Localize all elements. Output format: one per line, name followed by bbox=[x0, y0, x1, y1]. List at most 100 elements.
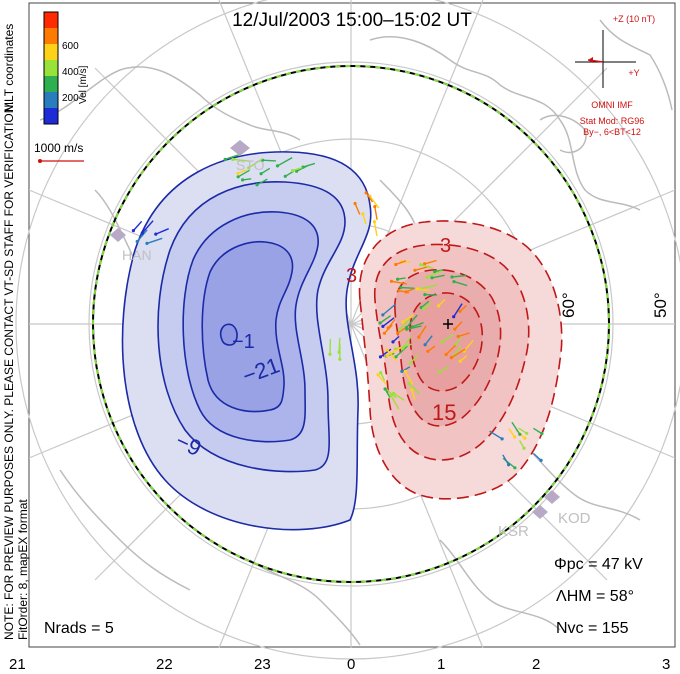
velocity-vector-origin bbox=[523, 436, 527, 440]
velocity-vector bbox=[533, 427, 543, 435]
contour-label: 3 bbox=[346, 265, 357, 287]
velocity-vectors bbox=[131, 154, 544, 470]
velocity-vector bbox=[441, 333, 454, 343]
velocity-vector-origin bbox=[381, 324, 385, 328]
velocity-vector-origin bbox=[450, 275, 454, 279]
velocity-vector-origin bbox=[433, 270, 437, 274]
velocity-vector-origin bbox=[389, 393, 393, 397]
radar-site-sto: STO bbox=[230, 140, 265, 173]
velocity-vector bbox=[382, 303, 396, 316]
velocity-vector bbox=[457, 332, 470, 338]
velocity-vector bbox=[354, 203, 361, 215]
velocity-vector bbox=[379, 315, 391, 324]
velocity-vector bbox=[420, 264, 434, 269]
coastline bbox=[559, 119, 641, 211]
velocity-vector-origin bbox=[385, 348, 389, 352]
velocity-vector-origin bbox=[383, 387, 387, 391]
velocity-vector-origin bbox=[513, 435, 517, 439]
velocity-vector-origin bbox=[328, 352, 332, 356]
colorbar-cells bbox=[44, 12, 58, 125]
radar-marker-icon bbox=[230, 140, 250, 156]
velocity-vector bbox=[406, 325, 422, 330]
colorbar-tick-label: 600 bbox=[62, 41, 79, 52]
velocity-vector bbox=[424, 293, 438, 296]
velocity-vector-origin bbox=[425, 275, 429, 279]
velocity-vector bbox=[399, 318, 411, 330]
mlt-tick-label: 2 bbox=[532, 656, 540, 673]
velocity-vector bbox=[454, 321, 463, 330]
velocity-vector bbox=[380, 348, 392, 358]
velocity-vector-origin bbox=[223, 157, 227, 161]
velocity-vector bbox=[453, 345, 462, 356]
velocity-vector bbox=[489, 430, 503, 440]
velocity-vector-origin bbox=[385, 354, 389, 358]
velocity-vector-origin bbox=[444, 352, 448, 357]
velocity-vector bbox=[417, 288, 430, 292]
mlt-tick-label: 0 bbox=[347, 656, 355, 673]
imf-indicator: +Z (10 nT) +Y OMNI IMF Stat Mod: RG96 By… bbox=[575, 14, 655, 137]
velocity-vector bbox=[408, 383, 420, 395]
velocity-vector-origin bbox=[373, 205, 377, 209]
velocity-vector-origin bbox=[154, 232, 158, 236]
latitude-label-50: 50° bbox=[651, 292, 670, 318]
stat-n-vc: Nvc = 155 bbox=[556, 620, 629, 637]
velocity-vector bbox=[395, 260, 407, 266]
velocity-vector bbox=[453, 303, 463, 318]
velocity-vector bbox=[277, 156, 293, 167]
velocity-vector bbox=[411, 389, 416, 400]
velocity-vector-origin bbox=[419, 263, 423, 267]
radar-label: KSR bbox=[498, 523, 529, 540]
velocity-vector bbox=[386, 346, 402, 357]
velocity-vector-origin bbox=[135, 239, 139, 244]
negative-convection-cell bbox=[121, 151, 372, 531]
velocity-vector-origin bbox=[426, 349, 430, 353]
colorbar-cell bbox=[44, 12, 58, 29]
velocity-vector bbox=[424, 259, 437, 265]
velocity-vector-origin bbox=[403, 369, 407, 373]
velocity-vector bbox=[390, 394, 400, 410]
velocity-vector bbox=[431, 274, 445, 279]
stat-n-rads: Nrads = 5 bbox=[44, 620, 114, 637]
imf-model-range: By−, 6<BT<12 bbox=[583, 127, 641, 137]
velocity-vector-origin bbox=[453, 327, 457, 331]
velocity-vector-origin bbox=[283, 174, 287, 178]
hm-boundary-dashes bbox=[92, 65, 610, 583]
velocity-vector-origin bbox=[364, 191, 368, 195]
velocity-vector bbox=[424, 335, 433, 346]
colorbar-cell bbox=[44, 44, 58, 61]
velocity-vector-origin bbox=[413, 268, 417, 272]
mlt-tick-label: 1 bbox=[437, 656, 445, 673]
velocity-vector-origin bbox=[361, 212, 365, 216]
radar-label: STO bbox=[236, 157, 265, 173]
latitude-label-60: 60° bbox=[559, 292, 578, 318]
imf-y-label: +Y bbox=[628, 68, 639, 78]
velocity-vector-origin bbox=[381, 313, 385, 317]
colorbar-tick-label: 400 bbox=[62, 67, 79, 78]
coastline bbox=[249, 559, 361, 646]
preview-note: NOTE: FOR PREVIEW PURPOSES ONLY. PLEASE … bbox=[2, 101, 16, 640]
velocity-vector-origin bbox=[382, 331, 386, 335]
velocity-vector bbox=[248, 158, 263, 169]
coastline bbox=[539, 114, 587, 154]
velocity-vector-origin bbox=[392, 391, 396, 395]
velocity-vector-origin bbox=[391, 340, 395, 344]
velocity-vector bbox=[511, 421, 521, 435]
velocity-vector bbox=[421, 284, 438, 290]
velocity-vector bbox=[385, 388, 397, 399]
mlt-tick-label: 21 bbox=[9, 656, 26, 673]
colorbar-cell bbox=[44, 60, 58, 77]
velocity-vector bbox=[386, 349, 398, 362]
velocity-vector-origin bbox=[458, 309, 462, 313]
imf-source: OMNI IMF bbox=[591, 100, 633, 110]
velocity-colorbar: 600 400 200 Vel [m/s] bbox=[43, 11, 89, 125]
velocity-vector-origin bbox=[405, 327, 409, 331]
velocity-vector-origin bbox=[440, 340, 444, 344]
velocity-vector-origin bbox=[290, 169, 295, 173]
velocity-vector-origin bbox=[522, 446, 526, 450]
reference-vector-dot bbox=[38, 159, 42, 163]
radar-sites: STO HAN KSR KOD bbox=[110, 140, 591, 540]
radar-site-ksr: KSR bbox=[498, 505, 548, 540]
velocity-vector-origin bbox=[415, 287, 419, 291]
velocity-vector bbox=[132, 220, 143, 232]
velocity-vector-origin bbox=[410, 325, 414, 329]
